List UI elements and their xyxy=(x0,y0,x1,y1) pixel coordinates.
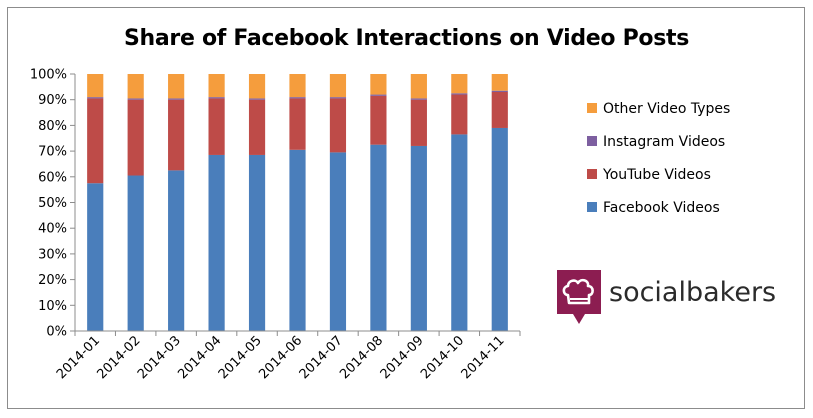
x-axis-ticks: 2014-012014-022014-032014-042014-052014-… xyxy=(54,331,521,382)
bar-segment xyxy=(491,74,508,91)
x-tick-label: 2014-03 xyxy=(135,333,184,382)
bar-segment xyxy=(491,90,508,92)
bar-segment xyxy=(370,94,387,96)
socialbakers-logo: socialbakers xyxy=(557,270,776,324)
y-tick-label: 100% xyxy=(30,68,67,83)
bar-segment xyxy=(451,134,468,331)
brand-name: socialbakers xyxy=(609,277,776,308)
y-tick-label: 40% xyxy=(38,222,67,237)
legend-swatch xyxy=(587,169,597,179)
bar-segment xyxy=(127,74,144,99)
bar-segment xyxy=(410,99,427,146)
bar-segment xyxy=(168,99,185,171)
bar-segment xyxy=(87,97,104,99)
bar-segment xyxy=(168,170,185,331)
bar-segment xyxy=(289,97,306,99)
bar-segment xyxy=(127,99,144,176)
bar-segment xyxy=(289,74,306,98)
legend-swatch xyxy=(587,103,597,113)
y-tick-label: 80% xyxy=(38,119,67,134)
x-tick-label: 2014-10 xyxy=(418,333,467,382)
bar-segment xyxy=(248,154,266,331)
bar-segment xyxy=(208,74,225,98)
bar-segment xyxy=(329,97,347,99)
x-tick-label: 2014-05 xyxy=(216,333,265,382)
bar-segment xyxy=(289,98,306,150)
y-tick-label: 30% xyxy=(38,247,67,262)
bar-segment xyxy=(208,154,225,331)
y-tick-label: 10% xyxy=(38,299,67,314)
bar-segment xyxy=(451,94,468,135)
x-tick-label: 2014-09 xyxy=(378,333,427,382)
y-tick-label: 60% xyxy=(38,170,67,185)
bar-segment xyxy=(410,74,427,99)
y-tick-label: 50% xyxy=(38,196,67,211)
x-tick-label: 2014-06 xyxy=(256,333,305,382)
x-tick-label: 2014-01 xyxy=(54,333,103,382)
chart-title: Share of Facebook Interactions on Video … xyxy=(123,26,690,51)
bar-segment xyxy=(168,98,185,100)
x-tick-label: 2014-08 xyxy=(337,333,386,382)
bar-segment xyxy=(451,74,468,94)
x-tick-label: 2014-04 xyxy=(175,333,224,382)
bar-segment xyxy=(370,95,387,145)
x-tick-label: 2014-07 xyxy=(297,333,346,382)
y-axis-ticks: 0% 10% 20% 30% 40% 50% 60% 70% 80% 90% 100% xyxy=(30,68,75,340)
bar-segment xyxy=(491,127,508,331)
bar-segment xyxy=(87,183,104,331)
bar-segment xyxy=(451,93,468,95)
bar-segment xyxy=(410,145,427,331)
bar-segment xyxy=(248,98,266,100)
legend-swatch xyxy=(587,136,597,146)
bar-segment xyxy=(370,144,387,331)
bar-segment xyxy=(248,99,266,155)
bar-segment xyxy=(87,98,104,184)
y-tick-label: 20% xyxy=(38,273,67,288)
legend-label: Other Video Types xyxy=(603,101,730,117)
x-tick-label: 2014-02 xyxy=(94,333,143,382)
bar-group xyxy=(87,74,508,331)
bar-segment xyxy=(410,98,427,100)
legend-label: Instagram Videos xyxy=(603,134,725,150)
bar-segment xyxy=(289,149,306,331)
legend: Other Video Types Instagram Videos YouTube… xyxy=(587,101,730,216)
bar-segment xyxy=(208,97,225,99)
x-tick-label: 2014-11 xyxy=(459,333,508,382)
bar-segment xyxy=(370,74,387,95)
bar-segment xyxy=(329,152,347,331)
bar-segment xyxy=(248,74,266,99)
legend-label: YouTube Videos xyxy=(602,167,711,183)
bar-segment xyxy=(208,98,225,155)
bar-segment xyxy=(127,175,144,331)
bar-segment xyxy=(127,98,144,100)
bar-segment xyxy=(168,74,185,99)
chef-hat-icon xyxy=(557,270,601,324)
legend-swatch xyxy=(587,202,597,212)
y-tick-label: 70% xyxy=(38,145,67,160)
bar-segment xyxy=(491,91,508,128)
y-tick-label: 90% xyxy=(38,93,67,108)
bar-segment xyxy=(87,74,104,98)
bar-segment xyxy=(329,74,347,98)
y-tick-label: 0% xyxy=(46,325,67,340)
bar-segment xyxy=(329,98,347,153)
legend-label: Facebook Videos xyxy=(603,200,720,216)
